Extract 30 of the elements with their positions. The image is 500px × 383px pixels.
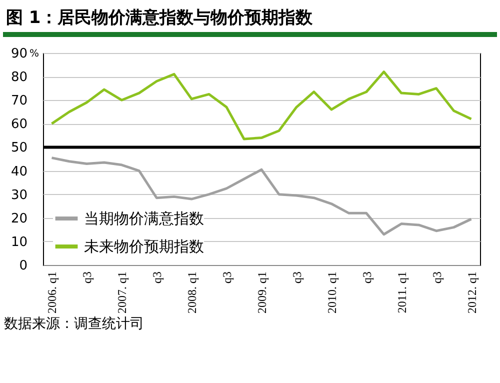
y-axis-title: %	[30, 48, 40, 60]
x-tick-label: q3	[290, 272, 304, 284]
x-tick-label: 2006. q1	[45, 272, 60, 314]
x-tick-label: q3	[220, 272, 234, 284]
y-tick-label: 80	[10, 70, 28, 86]
x-tick-label: 2010. q1	[324, 272, 339, 314]
x-tick-label: q3	[150, 272, 164, 284]
y-tick-label: 70	[10, 94, 28, 109]
x-tick-label: q3	[430, 272, 444, 284]
y-tick-label: 40	[10, 164, 28, 180]
y-tick-label: 50	[10, 140, 28, 156]
source-note: 数据来源：调查统计司	[3, 315, 145, 333]
y-tick-label: 20	[10, 211, 28, 226]
legend-label: 未来物价预期指数	[84, 238, 204, 256]
y-tick-label: 10	[10, 234, 28, 250]
line-series	[50, 156, 473, 236]
line-series	[50, 70, 473, 140]
y-tick-label: 30	[10, 188, 28, 203]
y-tick-label: 90	[10, 46, 28, 62]
chart-title: 图 1：居民物价满意指数与物价预期指数	[5, 7, 314, 30]
x-tick-label: q3	[360, 272, 374, 284]
x-tick-label: 2012. q1	[464, 272, 479, 314]
legend-label: 当期物价满意指数	[84, 210, 204, 228]
y-tick-label: 60	[10, 117, 28, 132]
x-tick-label: 2009. q1	[255, 272, 269, 314]
x-tick-label: 2008. q1	[185, 272, 200, 314]
x-tick-label: q3	[80, 272, 94, 284]
y-tick-label: 0	[19, 258, 28, 274]
x-tick-label: 2011. q1	[394, 272, 409, 314]
x-tick-label: 2007. q1	[115, 272, 130, 314]
